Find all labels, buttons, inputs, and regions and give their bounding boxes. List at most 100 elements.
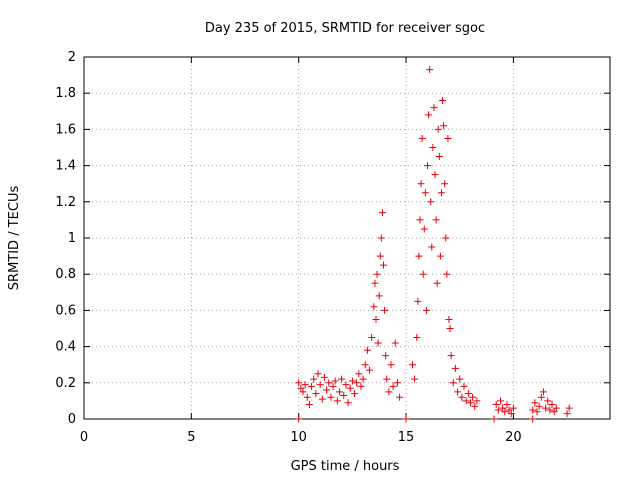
data-point xyxy=(440,122,448,130)
data-point xyxy=(361,361,369,369)
data-point xyxy=(451,364,459,372)
data-point xyxy=(376,252,384,260)
data-point xyxy=(346,384,354,392)
y-tick-label: 1.2 xyxy=(55,195,76,210)
data-point xyxy=(464,390,472,398)
data-point xyxy=(348,377,356,385)
grid-layer xyxy=(84,57,610,419)
x-tick-label: 5 xyxy=(187,430,195,445)
data-point xyxy=(565,404,573,412)
y-tick-label: 0 xyxy=(68,412,76,427)
data-point xyxy=(351,390,359,398)
x-tick-label: 0 xyxy=(80,430,88,445)
data-point xyxy=(419,270,427,278)
data-point xyxy=(449,379,457,387)
data-point xyxy=(310,375,318,383)
data-point xyxy=(295,415,303,423)
data-point xyxy=(417,180,425,188)
data-point xyxy=(509,404,517,412)
data-point xyxy=(373,270,381,278)
data-point xyxy=(379,261,387,269)
data-point xyxy=(431,171,439,179)
data-point xyxy=(420,225,428,233)
y-tick-label: 1.6 xyxy=(55,122,76,137)
data-point xyxy=(329,382,337,390)
data-point xyxy=(396,393,404,401)
data-point xyxy=(327,393,335,401)
data-point xyxy=(434,125,442,133)
data-point xyxy=(425,111,433,119)
data-point xyxy=(535,402,543,410)
data-point xyxy=(494,406,502,414)
data-point xyxy=(469,393,477,401)
data-point xyxy=(387,361,395,369)
data-point xyxy=(370,303,378,311)
data-point xyxy=(550,408,558,416)
data-point xyxy=(429,144,437,151)
data-point xyxy=(320,373,328,381)
data-point xyxy=(340,391,348,399)
y-tick-label: 0.2 xyxy=(55,376,76,391)
data-point xyxy=(357,382,365,390)
data-point xyxy=(505,406,513,414)
data-point xyxy=(366,366,374,374)
x-tick-label: 15 xyxy=(398,430,415,445)
data-point xyxy=(548,401,556,409)
data-point xyxy=(444,134,452,142)
data-point xyxy=(393,379,401,387)
data-point xyxy=(546,406,554,414)
data-point xyxy=(435,153,443,161)
y-axis-label: SRMTID / TECUs xyxy=(7,186,22,291)
data-point xyxy=(314,370,322,378)
data-point xyxy=(413,334,421,342)
data-point xyxy=(432,216,440,224)
data-point xyxy=(466,399,474,407)
data-point xyxy=(473,397,481,405)
y-tick-label: 2 xyxy=(68,50,76,65)
data-point xyxy=(299,388,307,396)
data-point xyxy=(460,382,468,390)
data-point xyxy=(499,404,507,412)
data-point xyxy=(492,401,500,409)
data-point xyxy=(374,339,382,347)
data-point xyxy=(544,397,552,405)
data-point xyxy=(415,252,423,260)
data-point xyxy=(301,381,309,389)
data-point xyxy=(305,401,313,409)
data-point xyxy=(363,346,371,354)
data-point xyxy=(391,339,399,347)
data-point xyxy=(427,198,435,206)
data-point xyxy=(421,189,429,197)
data-point xyxy=(368,334,376,342)
data-point xyxy=(552,404,560,412)
x-tick-label: 20 xyxy=(505,430,522,445)
data-point xyxy=(378,209,386,217)
data-point xyxy=(331,377,339,385)
y-tick-label: 0.4 xyxy=(55,340,76,355)
data-point xyxy=(422,306,430,314)
data-point xyxy=(531,399,539,407)
data-point xyxy=(297,384,305,392)
data-point xyxy=(418,134,426,142)
data-point xyxy=(372,315,380,323)
data-point xyxy=(529,415,537,423)
data-point xyxy=(381,306,389,314)
data-point xyxy=(375,292,383,300)
data-point xyxy=(416,216,424,224)
data-point xyxy=(424,162,432,170)
data-point xyxy=(303,393,311,401)
data-point xyxy=(441,180,449,188)
data-point xyxy=(295,379,303,387)
data-point xyxy=(414,297,422,305)
data-point xyxy=(437,189,445,197)
data-point xyxy=(501,408,509,416)
data-point xyxy=(335,388,343,396)
data-point xyxy=(537,393,545,401)
data-point xyxy=(342,381,350,389)
data-point xyxy=(428,243,436,251)
data-point xyxy=(411,375,419,383)
data-point xyxy=(433,279,441,287)
data-point xyxy=(359,375,367,383)
